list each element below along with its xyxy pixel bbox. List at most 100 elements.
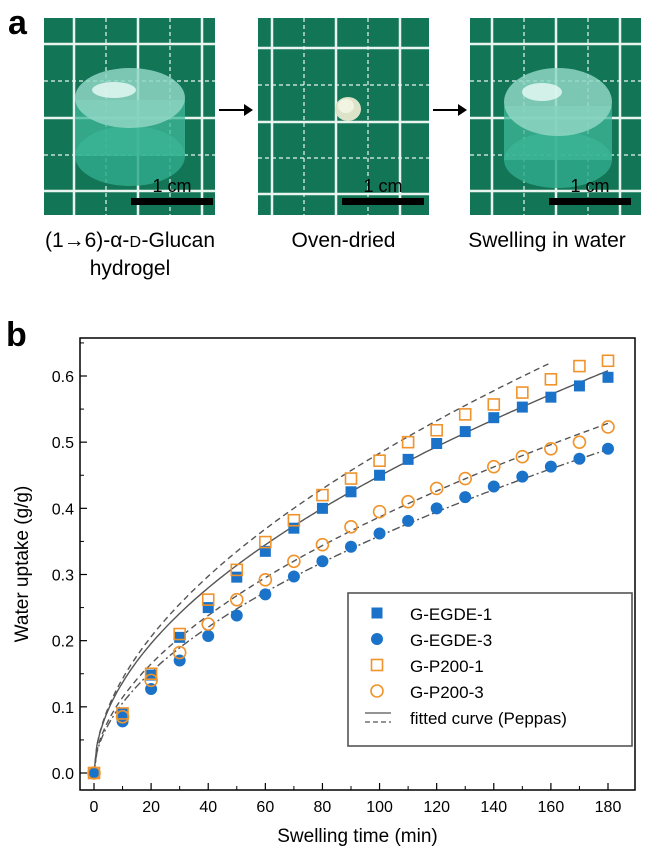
data-point-g-p200-1 [259,535,272,549]
y-tick-label: 0.0 [52,766,74,783]
data-point-g-egde-1 [174,631,186,643]
photo-hydrogel [44,18,215,215]
scale-bar-label: 1 cm [152,176,192,196]
data-point-g-egde-1 [288,522,300,534]
legend-label: G-P200-1 [410,657,484,676]
arrow-right-icon [218,102,254,118]
data-point-g-egde-3 [373,527,386,540]
data-point-g-egde-3 [573,452,586,465]
caption-hydrogel-line2: hydrogel [89,257,171,280]
legend-box [347,592,633,747]
y-tick-label: 0.4 [52,501,74,518]
data-point-g-egde-1 [316,502,328,514]
data-point-g-p200-3 [315,537,330,552]
data-point-g-egde-1 [573,380,585,392]
x-tick-label: 160 [538,799,565,816]
data-point-g-egde-1 [431,437,443,449]
data-point-g-egde-3 [516,470,529,483]
panel-b-label: b [6,316,27,354]
water-uptake-chart: 0 20 40 60 80 100 120 140 160 180 0.0 0.1 0.2 0.3 0.4 0… [12,337,636,847]
data-point-g-p200-1 [344,472,358,485]
scale-bar [342,198,424,205]
caption-oven-dried: Oven-dried [291,229,396,252]
x-tick-label: 100 [366,799,393,816]
y-axis-label: Water uptake (g/g) [12,486,33,643]
data-point-g-egde-1 [202,602,214,614]
data-point-g-egde-1 [402,453,414,465]
photo-swelling [470,18,641,215]
data-point-g-egde-3 [259,588,272,601]
data-point-g-p200-1 [544,373,558,386]
data-point-g-egde-1 [516,401,528,413]
data-point-g-p200-1 [573,359,586,373]
data-point-g-p200-1 [601,354,615,368]
data-point-g-p200-3 [458,471,473,486]
x-tick-label: 140 [480,799,507,816]
y-tick-label: 0.5 [52,435,74,452]
scale-bar-label: 1 cm [570,176,610,196]
legend-label: G-EGDE-3 [410,631,492,650]
data-point-g-egde-1 [488,412,500,424]
data-point-g-p200-3 [372,504,387,519]
data-point-g-p200-1 [373,454,386,467]
data-point-g-egde-1 [259,545,271,557]
data-point-g-egde-1 [459,426,471,438]
x-tick-label: 0 [90,799,99,816]
panel-a-label: a [8,4,27,42]
legend-marker [370,658,384,672]
data-point-g-p200-3 [258,572,273,587]
legend-marker [371,633,383,645]
plot-frame [79,337,636,791]
caption-hydrogel-pre: (1→6)-α- [44,229,130,252]
data-point-g-p200-1 [316,488,329,502]
y-tick-label: 0.6 [52,369,74,386]
x-tick-label: 60 [256,799,274,816]
data-point-g-egde-1 [345,486,357,498]
data-point-g-p200-3 [115,709,130,724]
data-point-g-egde-1 [374,469,386,481]
caption-hydrogel: (1→6)-α-D-Glucan hydrogel [20,228,240,282]
data-point-g-egde-1 [117,707,129,719]
legend-marker [371,607,383,619]
data-point-g-egde-3 [230,609,243,622]
data-point-g-egde-1 [602,371,614,383]
x-axis-label: Swelling time (min) [277,826,437,847]
caption-hydrogel-post: -Glucan [141,229,216,252]
data-point-g-p200-1 [430,423,443,437]
data-point-g-p200-3 [201,617,216,631]
data-point-g-egde-3 [430,502,443,515]
caption-hydrogel-sc: D [129,234,142,251]
data-point-g-egde-3 [202,630,215,643]
data-point-g-p200-1 [401,435,415,449]
scale-bar [131,198,213,205]
data-point-g-p200-1 [458,408,472,421]
data-point-g-egde-3 [316,555,329,568]
data-point-g-p200-3 [344,520,358,534]
data-point-g-p200-3 [544,441,558,456]
data-point-g-p200-1 [487,398,501,411]
data-point-g-egde-3 [544,460,557,473]
scale-bar-label: 1 cm [363,176,403,196]
data-point-g-p200-1 [516,386,529,399]
data-point-g-egde-3 [602,442,614,455]
x-tick-label: 20 [142,799,160,816]
data-point-g-p200-1 [287,513,301,527]
legend-label: G-P200-3 [410,683,484,702]
data-point-g-egde-3 [459,491,472,504]
data-point-g-egde-3 [88,767,100,779]
data-point-g-p200-3 [401,494,415,509]
scale-bar [549,198,631,205]
data-point-g-p200-3 [87,766,101,780]
y-tick-label: 0.3 [52,568,74,585]
x-tick-label: 80 [314,799,332,816]
y-tick-label: 0.1 [52,700,74,717]
data-point-g-p200-3 [229,592,244,607]
data-point-g-p200-1 [230,563,244,577]
arrow-right-icon [432,102,468,118]
data-point-g-egde-3 [487,480,500,493]
photo-oven-dried [258,18,429,215]
data-point-g-egde-3 [287,570,300,583]
data-point-g-p200-3 [172,645,187,660]
data-point-g-p200-3 [486,459,501,474]
data-point-g-egde-1 [545,391,557,403]
